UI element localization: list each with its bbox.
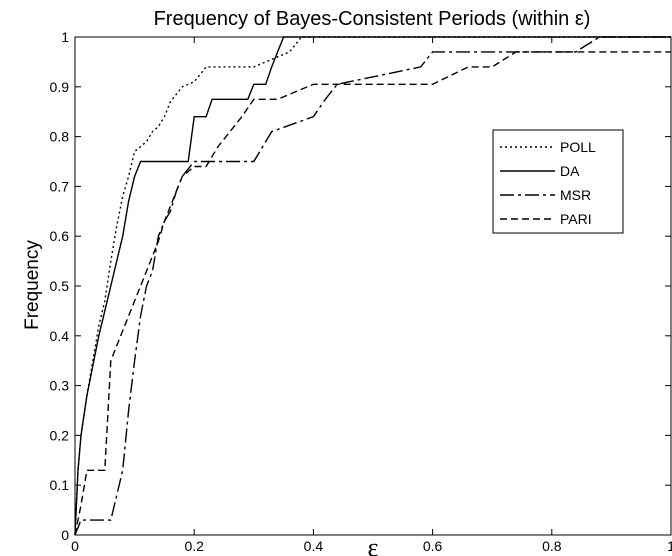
x-axis-label: ε bbox=[368, 533, 379, 556]
y-tick-label: 0.5 bbox=[50, 278, 70, 294]
y-tick-label: 0.9 bbox=[50, 79, 70, 95]
series-line-da bbox=[74, 36, 671, 536]
legend: POLL DA MSR PARI bbox=[492, 129, 624, 234]
legend-label-da: DA bbox=[560, 163, 580, 179]
y-axis-label: Frequency bbox=[22, 240, 43, 330]
y-tick-label: 0.1 bbox=[50, 477, 70, 493]
legend-label-pari: PARI bbox=[560, 211, 592, 227]
y-tick-label: 0.8 bbox=[50, 129, 70, 145]
series-line-msr bbox=[74, 36, 671, 536]
legend-label-poll: POLL bbox=[560, 139, 596, 155]
x-tick-label: 0.2 bbox=[184, 538, 204, 554]
x-tick-label: 0.4 bbox=[304, 538, 324, 554]
plot-area bbox=[74, 36, 672, 536]
x-tick-label: 0 bbox=[71, 538, 79, 554]
legend-box bbox=[492, 129, 624, 234]
x-tick-label: 1 bbox=[667, 538, 672, 554]
series-line-pari bbox=[74, 51, 671, 536]
y-tick-label: 0.6 bbox=[50, 228, 70, 244]
y-tick-label: 0.3 bbox=[50, 378, 70, 394]
y-tick-label: 0.7 bbox=[50, 178, 70, 194]
y-tick-label: 0.4 bbox=[50, 328, 70, 344]
chart-title: Frequency of Bayes-Consistent Periods (w… bbox=[154, 8, 591, 30]
x-tick-label: 0.6 bbox=[423, 538, 443, 554]
x-tick-label: 0.8 bbox=[542, 538, 562, 554]
y-tick-label: 0.2 bbox=[50, 427, 70, 443]
legend-label-msr: MSR bbox=[560, 187, 591, 203]
y-tick-label: 1 bbox=[61, 29, 69, 45]
y-tick-label: 0 bbox=[61, 527, 69, 543]
series-line-poll bbox=[74, 36, 671, 536]
